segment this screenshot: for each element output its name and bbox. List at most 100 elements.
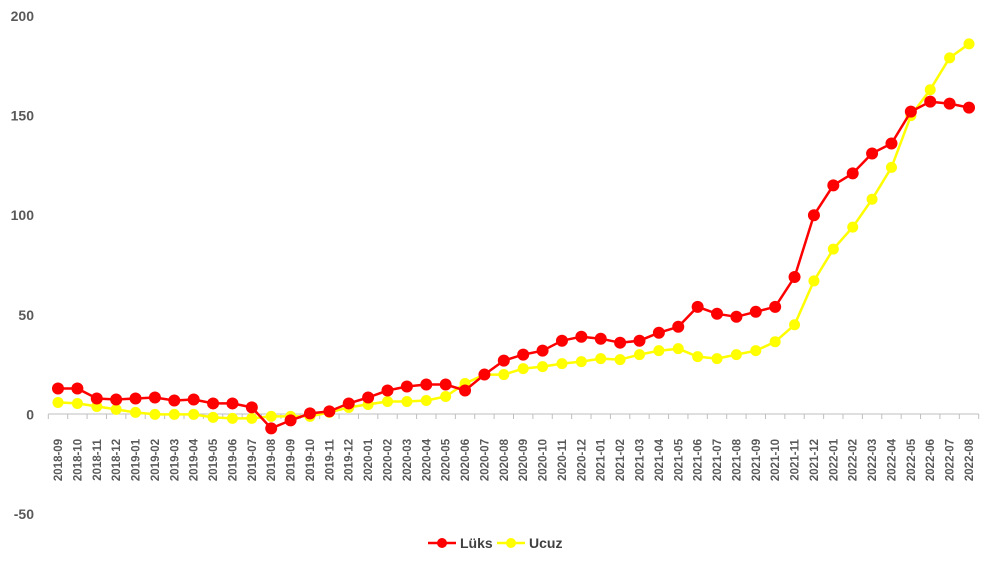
x-tick-label: 2020-05 <box>441 438 453 481</box>
x-tick-label: 2022-06 <box>925 439 937 481</box>
x-tick-label: 2021-08 <box>731 438 743 481</box>
data-point <box>711 307 724 320</box>
x-tick-label: 2022-04 <box>886 438 898 481</box>
data-point <box>420 394 432 406</box>
x-tick-label: 2021-05 <box>673 438 685 481</box>
data-point <box>265 422 278 435</box>
data-point <box>692 351 704 363</box>
series-line <box>57 42 970 420</box>
x-tick-label: 2021-10 <box>770 439 782 481</box>
series-line <box>58 100 970 430</box>
data-point <box>420 378 433 391</box>
data-point <box>885 161 897 173</box>
data-point <box>90 392 103 405</box>
data-point <box>789 319 801 331</box>
x-tick-label: 2019-10 <box>305 439 317 481</box>
legend-entry-ucuz: Ucuz <box>497 535 562 551</box>
data-point <box>168 408 180 420</box>
x-tick-label: 2021-04 <box>654 438 666 481</box>
data-point <box>943 97 956 110</box>
x-tick-label: 2021-06 <box>693 439 705 481</box>
legend-entry-luks: Lüks <box>428 535 493 551</box>
data-point <box>866 147 879 160</box>
data-point <box>633 349 645 361</box>
y-tick-label: -50 <box>14 506 34 522</box>
y-axis: -50 0 50 100 150 200 <box>11 8 35 522</box>
data-point <box>595 353 607 365</box>
y-tick-label: 200 <box>11 8 35 24</box>
x-tick-label: 2022-05 <box>906 438 918 481</box>
data-point <box>459 384 472 397</box>
data-point <box>149 408 161 420</box>
data-point <box>517 348 530 361</box>
data-point <box>110 393 123 406</box>
data-point <box>691 300 704 313</box>
y-tick-label: 0 <box>26 406 34 422</box>
x-tick-label: 2021-12 <box>809 439 821 481</box>
x-tick-label: 2021-09 <box>751 439 763 481</box>
data-point <box>148 391 161 404</box>
data-point <box>207 397 220 410</box>
data-point <box>362 391 375 404</box>
data-point <box>246 412 258 424</box>
data-point <box>226 397 239 410</box>
data-point <box>633 334 646 347</box>
data-point <box>168 394 181 407</box>
data-point <box>730 349 742 361</box>
series-ucuz <box>52 38 975 424</box>
legend-label: Ucuz <box>529 535 562 551</box>
data-point <box>323 405 336 418</box>
x-tick-label: 2022-07 <box>945 439 957 481</box>
data-point <box>497 354 510 367</box>
x-tick-label: 2020-08 <box>499 438 511 481</box>
x-tick-label: 2018-11 <box>92 439 104 481</box>
x-tick-label: 2022-08 <box>964 438 976 481</box>
x-tick-label: 2019-06 <box>227 439 239 481</box>
data-point <box>52 396 64 408</box>
data-point <box>963 38 975 50</box>
data-point <box>556 358 568 370</box>
data-point <box>847 221 859 233</box>
data-point <box>110 403 122 415</box>
x-tick-label: 2019-01 <box>131 438 143 481</box>
data-point <box>52 382 64 395</box>
data-point <box>130 406 142 418</box>
data-point <box>769 336 781 348</box>
data-point <box>575 330 588 343</box>
x-tick-label: 2018-12 <box>111 439 123 481</box>
x-tick-label: 2019-11 <box>324 439 336 481</box>
data-point <box>303 407 316 420</box>
y-tick-label: 150 <box>11 108 35 124</box>
x-tick-label: 2019-09 <box>286 439 298 481</box>
x-tick-label: 2022-01 <box>828 438 840 481</box>
x-tick-label: 2021-03 <box>634 439 646 481</box>
legend-marker <box>506 538 516 548</box>
data-point <box>439 378 452 391</box>
data-point <box>944 52 956 64</box>
data-point <box>342 397 355 410</box>
data-point <box>807 209 820 222</box>
data-point <box>381 384 394 397</box>
y-tick-label: 50 <box>18 307 34 323</box>
data-point <box>401 395 413 407</box>
x-tick-label: 2022-02 <box>848 439 860 481</box>
x-tick-label: 2022-03 <box>867 439 879 481</box>
x-tick-label: 2019-08 <box>266 438 278 481</box>
data-point <box>672 343 684 355</box>
x-tick-label: 2020-09 <box>518 439 530 481</box>
data-point <box>498 369 510 381</box>
x-tick-label: 2019-07 <box>247 439 259 481</box>
data-point <box>730 310 743 323</box>
data-point <box>788 270 801 283</box>
data-point <box>827 243 839 255</box>
data-point <box>555 334 568 347</box>
x-tick-label: 2020-12 <box>576 439 588 481</box>
data-point <box>614 336 627 349</box>
x-tick-label: 2020-06 <box>460 439 472 481</box>
data-point <box>284 414 297 427</box>
x-tick-label: 2021-02 <box>615 439 627 481</box>
data-point <box>71 397 83 409</box>
data-point <box>478 368 491 381</box>
x-tick-label: 2020-01 <box>363 438 375 481</box>
series-layer <box>52 38 975 435</box>
